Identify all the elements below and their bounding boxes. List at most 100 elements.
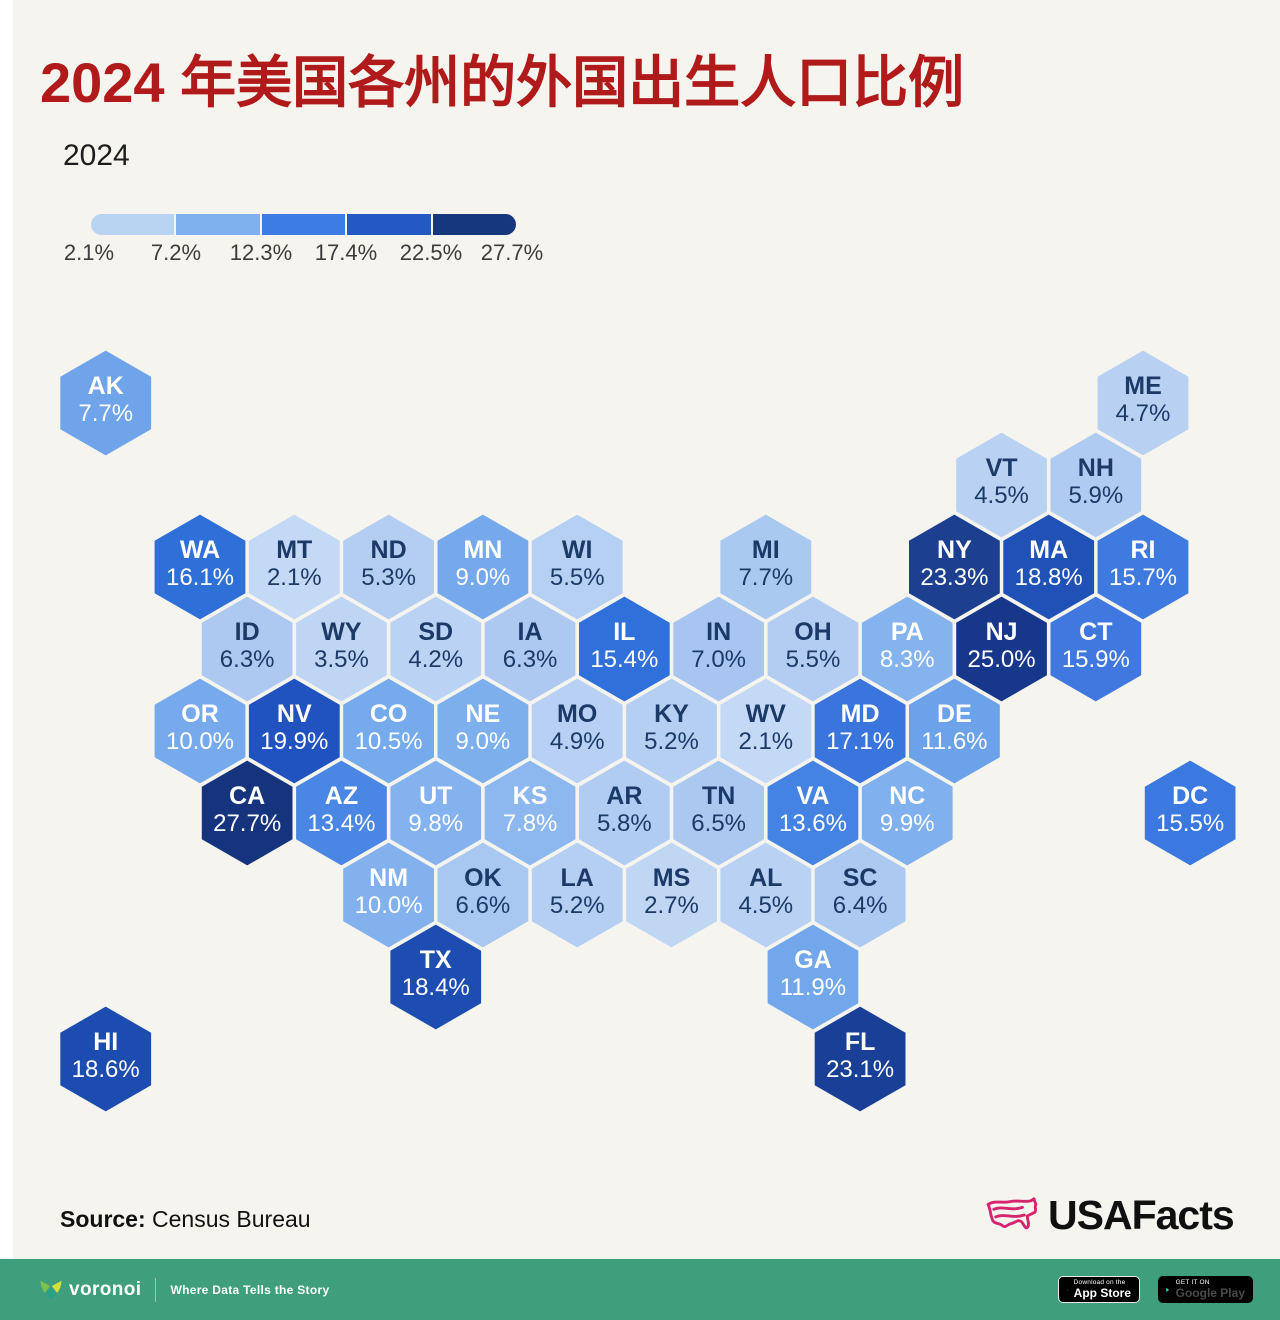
- hex-abbr-TX: TX: [420, 946, 452, 974]
- hex-KY: KY5.2%: [626, 678, 717, 784]
- voronoi-logo: voronoi Where Data Tells the Story: [39, 1277, 329, 1302]
- hex-abbr-ND: ND: [371, 536, 407, 564]
- hex-value-VT: 4.5%: [974, 482, 1029, 509]
- hex-value-IL: 15.4%: [590, 646, 658, 673]
- hex-IA: IA6.3%: [484, 596, 576, 702]
- usafacts-logo: USAFacts: [982, 1192, 1235, 1239]
- hex-WY: WY3.5%: [296, 596, 387, 702]
- hex-abbr-MN: MN: [463, 536, 502, 564]
- hex-value-KY: 5.2%: [644, 728, 699, 755]
- google-play-icon: [1166, 1287, 1169, 1292]
- hex-abbr-WI: WI: [562, 536, 593, 564]
- hex-value-GA: 11.9%: [780, 974, 846, 1001]
- hex-shape-MD: [814, 678, 906, 784]
- hex-value-UT: 9.8%: [408, 810, 463, 837]
- hex-value-WV: 2.1%: [738, 728, 793, 755]
- hex-abbr-VT: VT: [986, 454, 1018, 482]
- hex-shape-KS: [484, 760, 576, 866]
- hex-shape-NE: [437, 678, 529, 784]
- hex-ID: ID6.3%: [201, 596, 293, 702]
- hex-abbr-SC: SC: [843, 864, 878, 892]
- hex-shape-ND: [343, 514, 434, 620]
- hex-abbr-VA: VA: [797, 782, 830, 810]
- usafacts-wordmark: USAFacts: [1048, 1192, 1235, 1238]
- hex-shape-HI: [60, 1006, 152, 1112]
- legend-label-5: 27.7%: [480, 240, 544, 265]
- hex-shape-TN: [673, 760, 764, 866]
- hex-shape-AK: [60, 350, 152, 456]
- hex-WI: WI5.5%: [531, 514, 623, 620]
- hex-shape-PA: [861, 596, 953, 702]
- hex-shape-IL: [579, 596, 670, 702]
- hex-abbr-WV: WV: [746, 700, 787, 728]
- hex-MI: MI7.7%: [720, 514, 812, 620]
- google-play-badge[interactable]: GET IT ON Google Play: [1158, 1276, 1253, 1303]
- legend-label-4: 22.5%: [399, 240, 463, 265]
- hex-value-KS: 7.8%: [503, 810, 558, 837]
- hex-shape-VT: [956, 432, 1047, 538]
- hex-SC: SC6.4%: [814, 842, 906, 948]
- hex-WV: WV2.1%: [720, 678, 812, 784]
- hex-shape-MN: [437, 514, 529, 620]
- hex-shape-ME: [1097, 350, 1189, 456]
- page-title: 2024 年美国各州的外国出生人口比例: [40, 51, 965, 114]
- hex-shape-KY: [626, 678, 717, 784]
- hex-abbr-WY: WY: [321, 618, 362, 646]
- hex-shape-NV: [248, 678, 340, 784]
- hex-value-CO: 10.5%: [355, 728, 423, 755]
- hex-abbr-SD: SD: [418, 618, 453, 646]
- hex-value-VA: 13.6%: [779, 810, 847, 837]
- hex-NH: NH5.9%: [1050, 432, 1142, 538]
- hex-MS: MS2.7%: [626, 842, 717, 948]
- hex-shape-WI: [531, 514, 623, 620]
- hex-value-NE: 9.0%: [456, 728, 511, 755]
- hex-abbr-CA: CA: [229, 782, 265, 810]
- legend-labels: 2.1% 7.2% 12.3% 17.4% 22.5% 27.7%: [0, 240, 700, 266]
- hex-MO: MO4.9%: [531, 678, 623, 784]
- hex-abbr-IA: IA: [518, 618, 543, 646]
- hex-abbr-ID: ID: [235, 618, 260, 646]
- hex-shape-WA: [154, 514, 246, 620]
- hex-abbr-UT: UT: [419, 782, 452, 810]
- legend-label-2: 12.3%: [229, 240, 293, 265]
- hex-shape-MI: [720, 514, 812, 620]
- hex-ND: ND5.3%: [343, 514, 434, 620]
- app-store-line2: App Store: [1073, 1286, 1131, 1301]
- hex-value-LA: 5.2%: [550, 892, 605, 919]
- hex-value-OH: 5.5%: [786, 646, 841, 673]
- hex-LA: LA5.2%: [531, 842, 623, 948]
- hex-value-SD: 4.2%: [408, 646, 463, 673]
- hex-shape-VA: [767, 760, 859, 866]
- hex-shape-IA: [484, 596, 576, 702]
- hex-shape-MT: [248, 514, 340, 620]
- hex-abbr-OR: OR: [181, 700, 219, 728]
- hex-value-IA: 6.3%: [503, 646, 558, 673]
- app-store-badge[interactable]: Download on the App Store: [1058, 1276, 1140, 1303]
- hex-value-MT: 2.1%: [267, 564, 322, 591]
- hex-shape-DE: [909, 678, 1000, 784]
- hex-value-MN: 9.0%: [456, 564, 511, 591]
- hex-abbr-OK: OK: [464, 864, 502, 892]
- hex-abbr-MT: MT: [276, 536, 312, 564]
- hex-shape-MS: [626, 842, 717, 948]
- hex-value-ID: 6.3%: [220, 646, 275, 673]
- store-badges: Download on the App Store GET IT ON Goog…: [1058, 1276, 1253, 1303]
- hex-abbr-LA: LA: [561, 864, 594, 892]
- hex-value-MD: 17.1%: [826, 728, 894, 755]
- year-label: 2024: [63, 139, 130, 172]
- hex-shape-NM: [343, 842, 434, 948]
- hex-abbr-PA: PA: [891, 618, 924, 646]
- hex-shape-UT: [390, 760, 482, 866]
- hex-value-FL: 23.1%: [826, 1056, 894, 1083]
- hex-TN: TN6.5%: [673, 760, 764, 866]
